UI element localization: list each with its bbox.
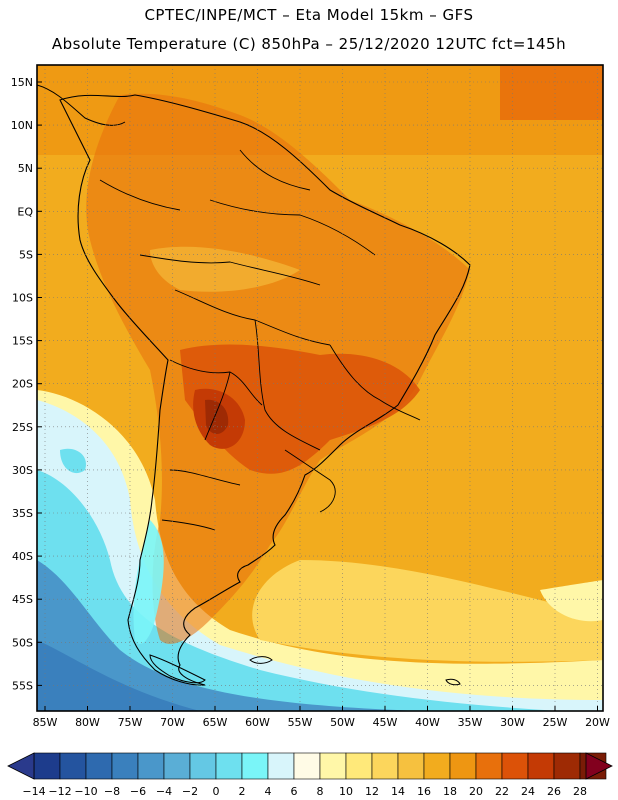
colorbar-label: 12 [365, 785, 379, 798]
plot-frame [36, 64, 604, 712]
colorbar-label: −6 [130, 785, 146, 798]
lat-label: 35S [12, 507, 33, 520]
colorbar-cell [163, 752, 191, 780]
colorbar-label: 26 [547, 785, 561, 798]
colorbar-cell [553, 752, 581, 780]
lon-label: 85W [33, 716, 58, 729]
colorbar-label: 8 [317, 785, 324, 798]
lat-label: 55S [12, 679, 33, 692]
colorbar-under-triangle [7, 752, 35, 780]
colorbar-cell [475, 752, 503, 780]
lon-label: 50W [330, 716, 355, 729]
title-line-2: Absolute Temperature (C) 850hPa – 25/12/… [51, 35, 567, 53]
tierra-del-fuego-outline [149, 654, 206, 684]
lon-label: 30W [500, 716, 525, 729]
atlantic-yellow [252, 560, 603, 662]
lat-label: EQ [17, 205, 33, 218]
colorbar-label: −10 [74, 785, 97, 798]
colorbar-cell [397, 752, 425, 780]
central-america-outline [37, 84, 126, 126]
lat-label: 30S [12, 464, 33, 477]
colorbar-cell [215, 752, 243, 780]
colorbar-cell [371, 752, 399, 780]
cyan-patch [60, 448, 86, 474]
lon-label: 75W [118, 716, 143, 729]
patagonia-pale [133, 520, 164, 644]
colorbar-over-triangle [585, 752, 613, 780]
colorbar-label: 16 [417, 785, 431, 798]
colorbar-cell [293, 752, 321, 780]
colorbar-cells [33, 752, 607, 780]
lat-label: 50S [12, 636, 33, 649]
colorbar-label: 22 [495, 785, 509, 798]
lon-label: 25W [543, 716, 568, 729]
colorbar-cell [111, 752, 139, 780]
lon-label: 70W [160, 716, 185, 729]
colorbar-label: 18 [443, 785, 457, 798]
colorbar-label: 14 [391, 785, 405, 798]
lon-label: 35W [458, 716, 483, 729]
amazon-warm [150, 246, 300, 292]
colorbar-label: 20 [469, 785, 483, 798]
lat-label: 45S [12, 593, 33, 606]
colorbar-label: −2 [182, 785, 198, 798]
lon-label: 55W [288, 716, 313, 729]
colorbar-labels: −14 −12 −10 −8 −6 −4 −2 0 2 4 6 8 10 12 14 16 18 20 22 24 26… [22, 785, 587, 798]
colorbar-cell [527, 752, 555, 780]
colorbar-label: −12 [48, 785, 71, 798]
temperature-map: 15N 10N 5N EQ 5S 10S 15S 20S 25S 30S 35S 40S 45S 50S 5… [11, 64, 610, 729]
lat-label: 5N [18, 162, 33, 175]
colorbar-label: −14 [22, 785, 45, 798]
colorbar-label: −4 [156, 785, 172, 798]
colorbar-cell [345, 752, 373, 780]
colorbar-label: 10 [339, 785, 353, 798]
colorbar-label: 4 [265, 785, 272, 798]
sw-cyan-cold [37, 470, 560, 711]
lat-label: 25S [12, 421, 33, 434]
atlantic-pale [540, 580, 603, 622]
colorbar-cell [319, 752, 347, 780]
latitude-labels: 15N 10N 5N EQ 5S 10S 15S 20S 25S 30S 35S 40S 45S 50S 5… [11, 76, 34, 692]
lon-label: 60W [245, 716, 270, 729]
colorbar-label: 6 [291, 785, 298, 798]
colorbar-label: −8 [104, 785, 120, 798]
lat-label: 15S [12, 335, 33, 348]
colorbar-label: 0 [213, 785, 220, 798]
title-line-1: CPTEC/INPE/MCT – Eta Model 15km – GFS [144, 6, 474, 24]
lat-label: 40S [12, 550, 33, 563]
sw-deep-cold [37, 640, 200, 711]
colorbar-cell [501, 752, 529, 780]
colorbar-cell [267, 752, 295, 780]
colorbar-cell [59, 752, 87, 780]
colorbar-cell [85, 752, 113, 780]
colorbar-label: 28 [573, 785, 587, 798]
colorbar-label: 24 [521, 785, 535, 798]
country-borders [99, 149, 421, 531]
lat-label: 5S [19, 248, 33, 261]
colorbar-cell [449, 752, 477, 780]
lat-label: 10S [12, 292, 33, 305]
colorbar-cell [189, 752, 217, 780]
south-america-coastline [59, 94, 471, 686]
lon-label: 45W [373, 716, 398, 729]
lon-label: 80W [75, 716, 100, 729]
colorbar-cell [423, 752, 451, 780]
sw-blue-cold [37, 560, 420, 711]
south-georgia-outline [445, 678, 461, 686]
colorbar-cell [241, 752, 269, 780]
colorbar-cell [137, 752, 165, 780]
colorbar-label: 2 [239, 785, 246, 798]
axis-ticks [37, 81, 598, 711]
lat-label: 15N [11, 76, 33, 89]
lon-label: 65W [203, 716, 228, 729]
longitude-labels: 85W 80W 75W 70W 65W 60W 55W 50W 45W 40W 35W 30W 25W 2… [33, 716, 610, 729]
lat-label: 20S [12, 378, 33, 391]
lon-label: 40W [415, 716, 440, 729]
colorbar-cell [33, 752, 61, 780]
ne-corner-warm [500, 65, 603, 120]
lon-label: 20W [585, 716, 610, 729]
lat-label: 10N [11, 119, 33, 132]
colorbar: −14 −12 −10 −8 −6 −4 −2 0 2 4 6 8 10 12 14 16 18 20 22 24 26… [7, 752, 613, 798]
